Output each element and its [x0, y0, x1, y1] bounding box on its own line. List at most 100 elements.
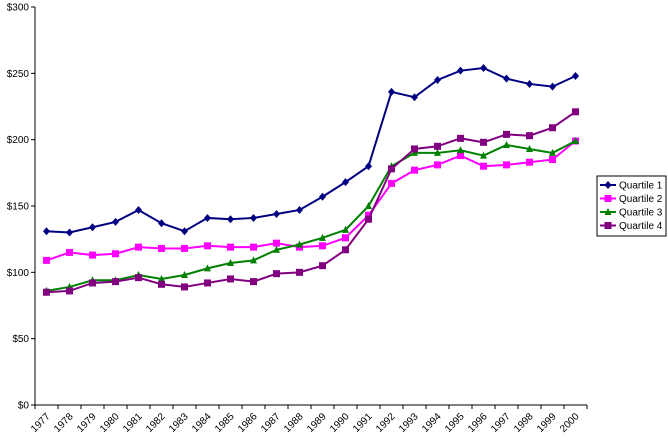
x-tick-label: 1979	[75, 411, 99, 435]
marker	[89, 279, 96, 287]
marker	[319, 262, 326, 270]
marker	[296, 268, 303, 276]
marker	[503, 130, 510, 138]
marker	[250, 243, 257, 251]
marker	[43, 256, 50, 264]
marker	[273, 270, 280, 278]
marker	[604, 222, 612, 229]
marker	[503, 140, 510, 148]
marker	[89, 251, 96, 259]
marker	[526, 144, 533, 152]
marker	[549, 82, 556, 91]
marker	[457, 66, 464, 75]
marker	[411, 145, 418, 153]
marker	[319, 242, 326, 250]
marker	[135, 274, 142, 282]
marker	[66, 248, 73, 256]
marker	[296, 205, 303, 214]
y-tick-label: $250	[7, 69, 30, 80]
marker	[526, 158, 533, 166]
y-tick-label: $100	[7, 268, 30, 279]
marker	[204, 213, 211, 222]
series-line	[46, 140, 576, 292]
marker	[43, 288, 50, 296]
series-line	[46, 67, 576, 234]
marker	[388, 179, 395, 187]
marker	[181, 227, 188, 236]
x-tick-label: 1993	[397, 411, 421, 435]
marker	[604, 208, 612, 215]
marker	[604, 195, 612, 202]
marker	[572, 136, 579, 144]
marker	[411, 166, 418, 174]
marker	[135, 205, 142, 214]
marker	[457, 146, 464, 154]
marker	[112, 217, 119, 226]
x-tick-label: 1998	[512, 411, 536, 435]
marker	[480, 64, 487, 73]
x-tick-label: 1983	[167, 411, 191, 435]
marker	[273, 245, 280, 253]
marker	[181, 270, 188, 278]
marker	[342, 246, 349, 254]
marker	[434, 161, 441, 169]
marker	[503, 74, 510, 83]
marker	[66, 287, 73, 295]
x-tick-label: 1992	[374, 411, 398, 435]
x-tick-label: 1988	[282, 411, 306, 435]
marker	[342, 234, 349, 242]
marker	[273, 239, 280, 247]
marker	[250, 213, 257, 222]
series-line	[46, 110, 577, 294]
marker	[204, 279, 211, 287]
marker	[411, 93, 418, 102]
marker	[365, 215, 372, 223]
marker	[112, 250, 119, 258]
marker	[388, 165, 395, 173]
x-tick-label: 1989	[305, 411, 329, 435]
marker	[434, 142, 441, 150]
marker	[480, 151, 487, 159]
marker	[388, 87, 395, 96]
marker	[158, 274, 165, 282]
x-tick-label: 1977	[29, 411, 53, 435]
x-tick-label: 2000	[558, 411, 582, 435]
legend-label: Quartile 3	[619, 208, 663, 219]
marker	[181, 244, 188, 252]
marker	[549, 156, 556, 164]
x-tick-label: 1991	[351, 411, 375, 435]
marker	[365, 202, 372, 209]
x-tick-label: 1980	[98, 411, 122, 435]
marker	[181, 283, 188, 291]
legend-label: Quartile 4	[619, 221, 663, 232]
marker	[227, 215, 234, 224]
marker	[204, 264, 211, 272]
marker	[158, 219, 165, 228]
marker	[434, 75, 441, 84]
x-tick-label: 1978	[52, 411, 76, 435]
legend-label: Quartile 2	[619, 194, 663, 205]
x-tick-label: 1982	[144, 411, 168, 435]
x-tick-label: 1997	[489, 411, 513, 435]
x-tick-label: 1985	[213, 411, 237, 435]
marker	[480, 138, 487, 146]
marker	[503, 161, 510, 169]
marker	[43, 227, 50, 236]
marker	[365, 162, 372, 171]
marker	[89, 223, 96, 232]
series-line	[46, 140, 577, 262]
marker	[457, 134, 464, 142]
marker	[204, 242, 211, 250]
marker	[434, 148, 441, 156]
marker	[112, 278, 119, 286]
marker	[135, 243, 142, 251]
x-tick-label: 1996	[466, 411, 490, 435]
y-tick-label: $150	[7, 202, 30, 213]
marker	[342, 225, 349, 233]
x-tick-label: 1986	[236, 411, 260, 435]
marker	[480, 162, 487, 170]
marker	[549, 148, 556, 156]
marker	[572, 108, 579, 116]
legend-label: Quartile 1	[619, 181, 663, 192]
